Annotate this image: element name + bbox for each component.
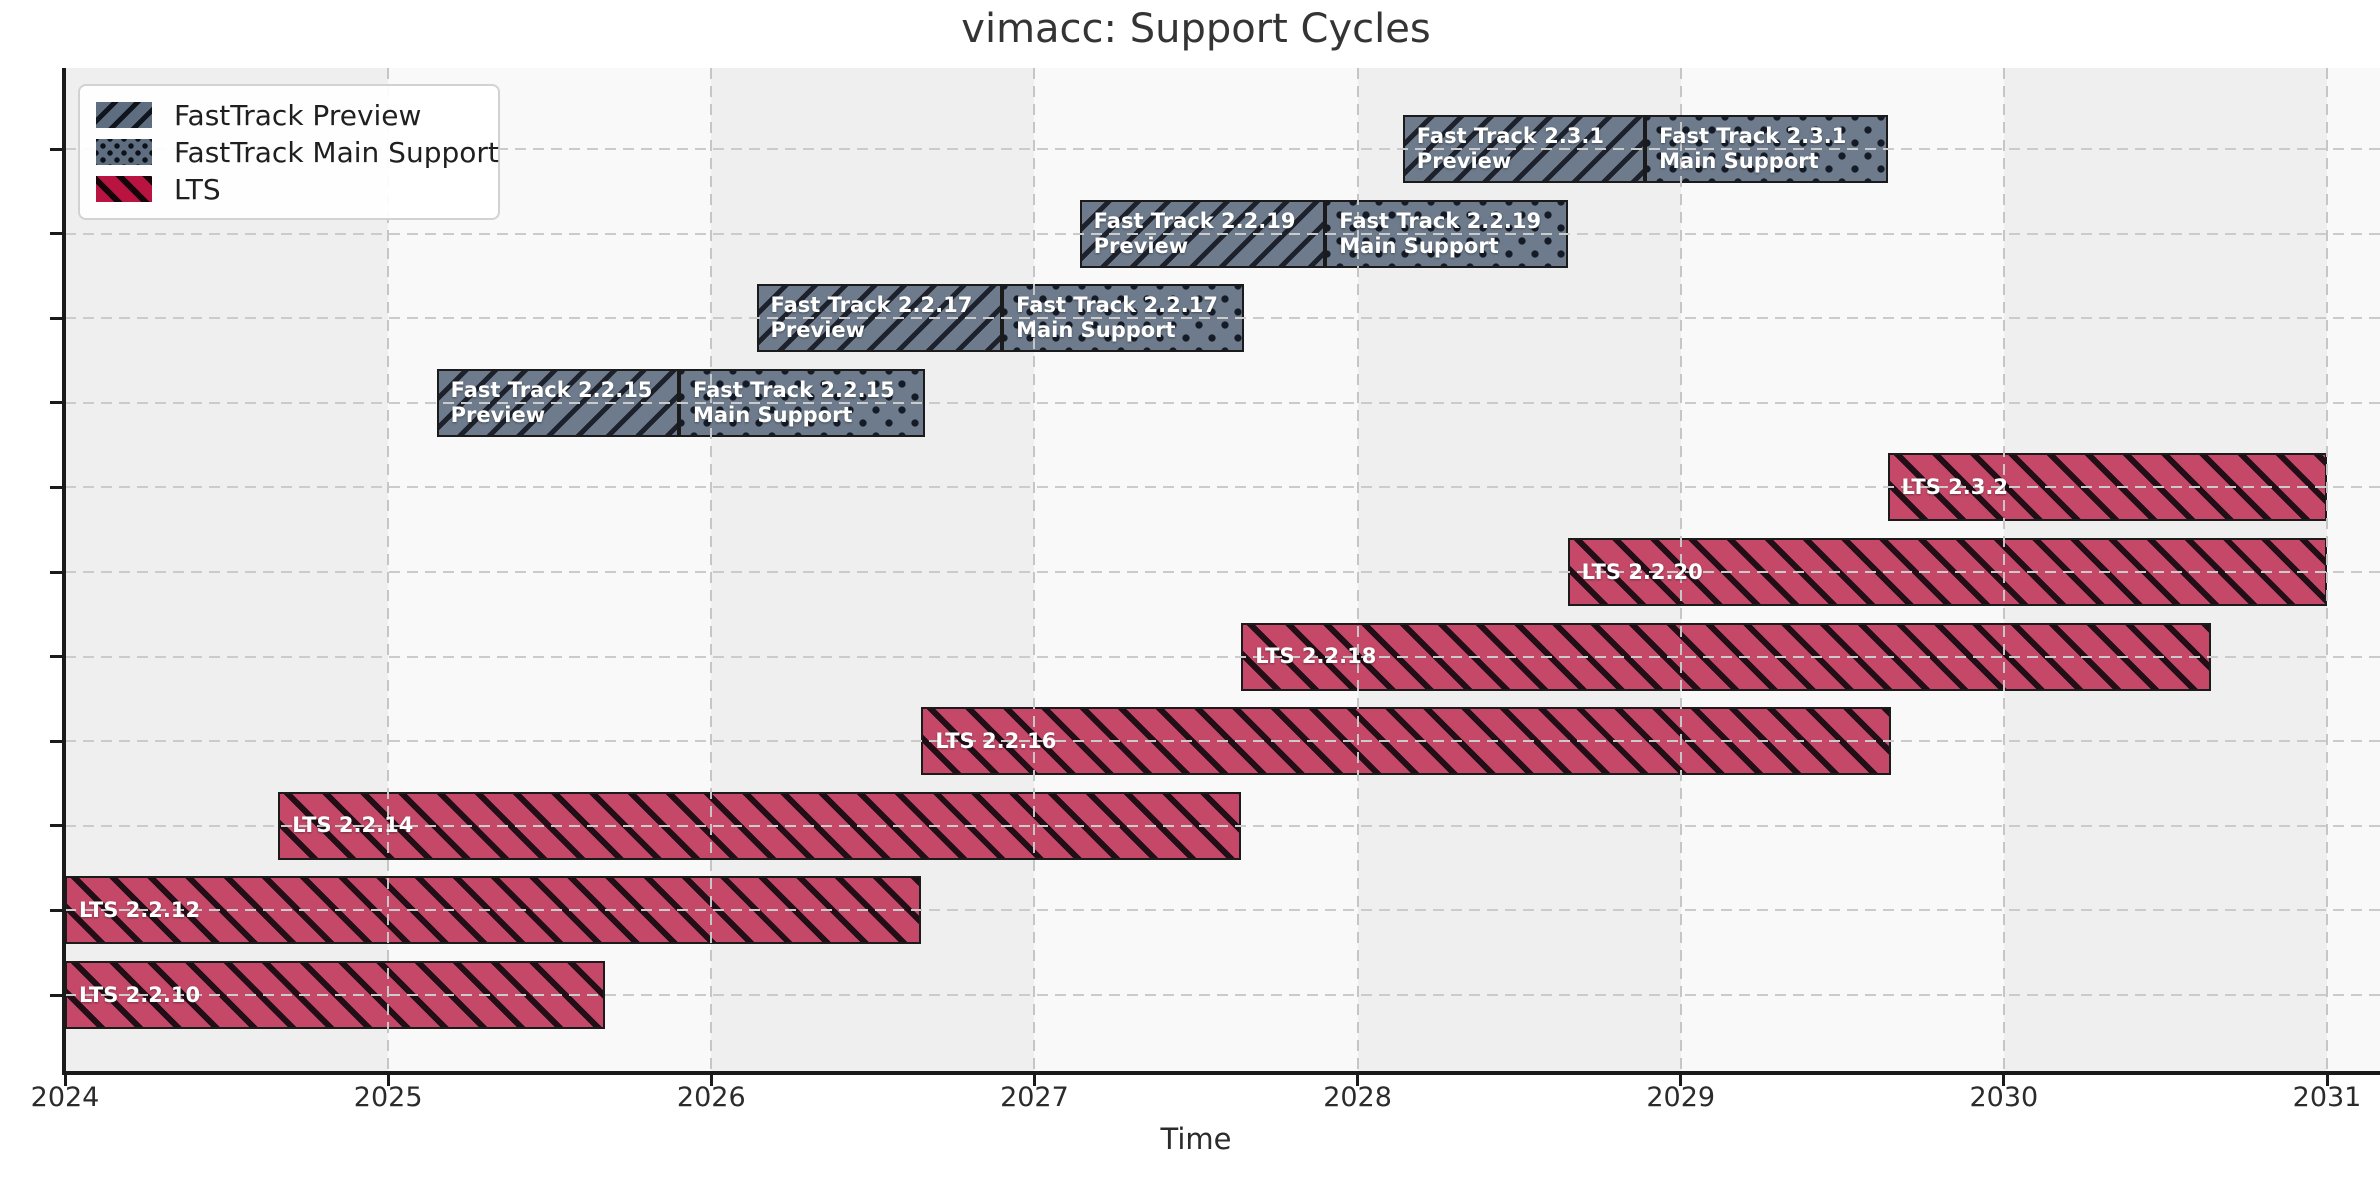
vertical-gridline <box>710 68 713 1071</box>
horizontal-gridline <box>65 571 2380 573</box>
legend-swatch-ft-preview <box>96 102 152 128</box>
x-tick-label: 2029 <box>1646 1082 1716 1113</box>
x-tick-label: 2027 <box>1000 1082 1069 1113</box>
x-tick-label: 2025 <box>353 1082 423 1113</box>
y-tick-mark <box>50 401 62 405</box>
y-tick-mark <box>50 739 62 743</box>
legend-swatch-lts <box>96 176 152 202</box>
x-tick-label: 2026 <box>676 1082 746 1113</box>
x-axis-label: Time <box>1160 1122 1232 1156</box>
horizontal-gridline <box>65 401 2380 404</box>
x-tick-label: 2030 <box>1969 1082 2039 1113</box>
legend-item: LTS <box>96 172 482 206</box>
vertical-gridline <box>1679 68 1682 1071</box>
legend: FastTrack Preview FastTrack Main Support L… <box>78 84 500 220</box>
horizontal-gridline <box>65 317 2380 320</box>
y-tick-mark <box>50 570 62 574</box>
x-tick-mark <box>2002 1074 2006 1086</box>
horizontal-gridline <box>65 655 2380 658</box>
vertical-gridline <box>387 68 390 1071</box>
y-tick-mark <box>50 147 62 151</box>
chart-title: vimacc: Support Cycles <box>961 6 1431 52</box>
y-tick-mark <box>50 232 62 236</box>
legend-swatch-ft-main <box>96 139 152 165</box>
y-tick-mark <box>50 993 62 997</box>
x-tick-label: 2028 <box>1323 1082 1392 1113</box>
legend-label: FastTrack Preview <box>174 98 422 132</box>
x-tick-mark <box>1679 1074 1683 1086</box>
x-tick-mark <box>2325 1074 2329 1086</box>
x-tick-mark <box>386 1074 390 1086</box>
horizontal-gridline <box>65 909 2380 912</box>
legend-label: LTS <box>174 172 221 206</box>
horizontal-gridline <box>65 232 2380 235</box>
year-band <box>2327 68 2380 1071</box>
y-tick-mark <box>50 316 62 320</box>
legend-item: FastTrack Main Support <box>96 135 499 169</box>
y-tick-mark <box>50 485 62 489</box>
y-tick-mark <box>50 824 62 828</box>
x-tick-mark <box>1356 1074 1360 1086</box>
vertical-gridline <box>2326 68 2328 1071</box>
vertical-gridline <box>1356 68 1359 1071</box>
x-tick-label: 2024 <box>30 1082 100 1113</box>
x-tick-mark <box>709 1074 713 1086</box>
horizontal-gridline <box>65 148 2380 150</box>
horizontal-gridline <box>65 740 2380 743</box>
vertical-gridline <box>1033 68 1036 1071</box>
x-tick-label: 2031 <box>2292 1082 2362 1113</box>
horizontal-gridline <box>65 486 2380 489</box>
legend-label: FastTrack Main Support <box>174 135 499 169</box>
left-axis-spine <box>62 68 66 1074</box>
bottom-axis-spine <box>62 1071 2380 1075</box>
horizontal-gridline <box>65 824 2380 827</box>
vertical-gridline <box>2002 68 2005 1071</box>
x-tick-mark <box>1032 1074 1036 1086</box>
horizontal-gridline <box>65 994 2380 996</box>
x-tick-mark <box>63 1074 67 1086</box>
legend-item: FastTrack Preview <box>96 98 482 132</box>
y-tick-mark <box>50 908 62 912</box>
y-tick-mark <box>50 655 62 659</box>
